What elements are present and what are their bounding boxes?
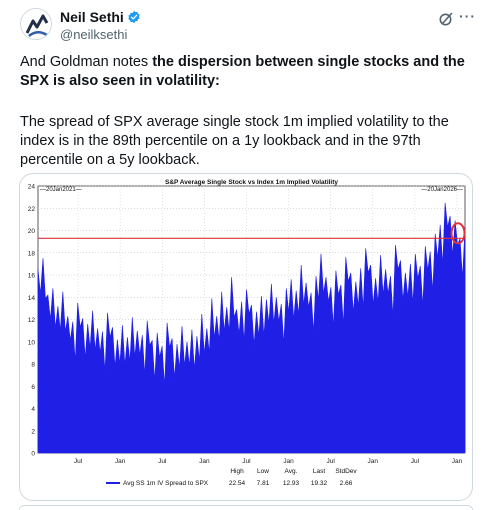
y-tick-label: 2 [31,428,35,435]
y-tick-label: 8 [31,362,35,369]
stats-value: 2.66 [340,480,353,487]
y-tick-label: 6 [31,384,35,391]
series-area-avg-ss-iv-spread [37,202,466,454]
y-tick-label: 12 [28,317,36,324]
y-tick-label: 20 [28,228,36,235]
stats-value: 22.54 [229,480,246,487]
stats-header: Last [313,468,325,475]
more-options-button[interactable]: ··· [459,8,476,24]
x-tick-label: Jan [199,458,210,465]
y-tick-label: 22 [28,206,36,213]
y-tick-label: 14 [28,295,36,302]
stats-header: StdDev [335,468,357,475]
next-media-card-edge [19,505,473,510]
y-tick-label: 18 [28,250,36,257]
y-tick-label: 24 [28,184,36,191]
x-tick-label: Jan [115,458,126,465]
y-tick-label: 0 [31,451,35,458]
tweet-text-paragraph-2: The spread of SPX average single stock 1… [20,114,449,168]
avatar[interactable] [20,8,52,40]
tweet-text-plain: And Goldman notes [20,54,153,70]
stats-value: 7.81 [257,480,270,487]
y-tick-label: 16 [28,273,36,280]
author-display-name[interactable]: Neil Sethi [60,9,124,25]
highlight-circle [450,222,466,245]
start-date-label: —20Jan2021— [40,187,82,193]
x-tick-label: Jul [74,458,83,465]
stats-header: High [230,468,244,475]
end-date-label: —20Jan2026— [421,187,463,193]
x-tick-label: Jul [158,458,167,465]
tweet-text-paragraph-1: And Goldman notes the dispersion between… [20,53,475,91]
stats-value: 12.93 [283,480,300,487]
tweet-text-bold: the dispersion between single stocks and… [20,54,465,89]
legend-label: Avg SS 1m IV Spread to SPX [123,480,209,487]
x-tick-label: Jan [452,458,463,465]
x-tick-label: Jul [411,458,420,465]
chart-title: S&P Average Single Stock vs Index 1m Imp… [165,179,338,186]
x-tick-label: Jan [283,458,294,465]
logo-avatar-icon [21,9,51,39]
x-tick-label: Jan [368,458,379,465]
chart-image[interactable]: 24 22 20 18 16 14 12 10 8 6 4 2 0 Jul Jan Jul Jan Jul Jan J… [19,173,473,501]
y-tick-label: 10 [28,339,36,346]
grok-icon[interactable] [438,11,454,27]
stats-header: Low [257,468,269,475]
y-tick-label: 4 [31,406,35,413]
stats-value: 19.32 [311,480,328,487]
x-tick-label: Jul [242,458,251,465]
verified-badge-icon [128,10,140,24]
stats-header: Avg. [285,468,298,475]
x-tick-label: Jul [327,458,336,465]
author-handle[interactable]: @neilksethi [60,27,128,42]
